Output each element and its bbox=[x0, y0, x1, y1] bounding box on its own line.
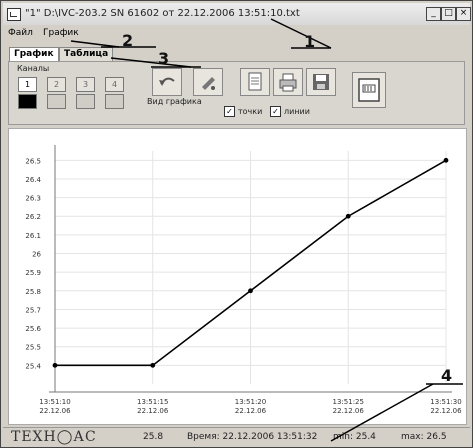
x-tick-time: 13:51:15 bbox=[137, 398, 168, 406]
data-point bbox=[443, 157, 449, 163]
brand-logo: ТЕХН◯АС bbox=[11, 429, 97, 445]
y-tick-label: 25.9 bbox=[25, 269, 41, 277]
y-tick-label: 25.7 bbox=[25, 306, 41, 314]
tab-table[interactable]: Таблица bbox=[59, 47, 114, 61]
y-tick-label: 26.2 bbox=[25, 213, 41, 221]
window-title: "1" D:\IVC-203.2 SN 61602 от 22.12.2006 … bbox=[25, 8, 300, 19]
points-checkbox[interactable]: ✓ bbox=[224, 106, 235, 117]
callout-1: 1 bbox=[304, 32, 316, 51]
max-value: max: 26.5 bbox=[401, 432, 447, 442]
y-tick-label: 25.5 bbox=[25, 344, 41, 352]
y-tick-label: 25.6 bbox=[25, 325, 41, 333]
current-value: 25.8 bbox=[143, 432, 164, 442]
x-tick-date: 22.12.06 bbox=[39, 407, 71, 415]
channel-2-color bbox=[47, 94, 66, 109]
points-label: точки bbox=[238, 107, 263, 116]
x-tick-time: 13:51:25 bbox=[333, 398, 364, 406]
lines-label: линии bbox=[284, 107, 310, 116]
y-tick-label: 26.5 bbox=[25, 157, 41, 165]
document-icon bbox=[248, 72, 262, 91]
menu-file[interactable]: Файл bbox=[8, 28, 33, 38]
channel-3-button[interactable]: 3 bbox=[76, 77, 95, 92]
x-tick-time: 13:51:10 bbox=[39, 398, 70, 406]
device-icon bbox=[358, 78, 380, 102]
y-tick-label: 26.3 bbox=[25, 195, 41, 203]
channel-2-button[interactable]: 2 bbox=[47, 77, 66, 92]
minimize-button[interactable]: _ bbox=[426, 7, 441, 21]
zoom-icon bbox=[202, 77, 215, 90]
zoom-tool-button[interactable] bbox=[193, 68, 223, 96]
menu-chart[interactable]: График bbox=[43, 28, 79, 38]
chart-area[interactable]: 26.5 26.4 26.3 26.2 26.1 26 25.9 25.8 25.7 25.6 25… bbox=[8, 128, 467, 425]
line-chart: 26.5 26.4 26.3 26.2 26.1 26 25.9 25.8 25.7 25.6 25… bbox=[25, 145, 462, 415]
title-bar[interactable]: "1" D:\IVC-203.2 SN 61602 от 22.12.2006 … bbox=[3, 3, 471, 25]
floppy-disk-icon bbox=[313, 74, 329, 90]
close-button[interactable]: × bbox=[456, 7, 471, 21]
x-tick-date: 22.12.06 bbox=[333, 407, 365, 415]
lines-checkbox[interactable]: ✓ bbox=[270, 106, 281, 117]
device-button[interactable] bbox=[352, 72, 386, 108]
printer-icon bbox=[279, 73, 297, 92]
data-point bbox=[345, 213, 351, 219]
channels-label: Каналы bbox=[17, 64, 50, 73]
data-point bbox=[150, 362, 156, 368]
x-tick-date: 22.12.06 bbox=[137, 407, 169, 415]
status-bar: ТЕХН◯АС 25.8 Время: 22.12.2006 13:51:32 … bbox=[3, 427, 470, 446]
timestamp: Время: 22.12.2006 13:51:32 bbox=[187, 432, 318, 442]
y-tick-label: 26.1 bbox=[25, 232, 41, 240]
maximize-button[interactable]: □ bbox=[441, 7, 456, 21]
copy-button[interactable] bbox=[240, 68, 270, 96]
x-tick-time: 13:51:30 bbox=[430, 398, 461, 406]
menu-bar: Файл График bbox=[3, 26, 470, 41]
y-tick-label: 25.8 bbox=[25, 288, 41, 296]
undo-icon bbox=[159, 77, 175, 86]
y-tick-label: 26.4 bbox=[25, 176, 41, 184]
callout-4: 4 bbox=[441, 366, 453, 385]
data-point bbox=[248, 288, 253, 294]
callout-3: 3 bbox=[158, 49, 170, 68]
chart-view-label: Вид графика bbox=[147, 97, 202, 106]
x-tick-time: 13:51:20 bbox=[235, 398, 266, 406]
channel-4-color bbox=[105, 94, 124, 109]
channel-3-color bbox=[76, 94, 95, 109]
min-value: min: 25.4 bbox=[333, 432, 376, 442]
toolbar-panel: Каналы 1 2 3 4 Вид графика ✓ точки ✓ лин… bbox=[8, 61, 465, 125]
x-tick-date: 22.12.06 bbox=[235, 407, 267, 415]
save-button[interactable] bbox=[306, 68, 336, 96]
undo-zoom-button[interactable] bbox=[152, 68, 182, 96]
y-tick-label: 25.4 bbox=[25, 362, 41, 370]
channel-1-color bbox=[18, 94, 37, 109]
app-icon bbox=[7, 8, 21, 21]
callout-2: 2 bbox=[122, 31, 134, 50]
tab-chart[interactable]: График bbox=[9, 47, 59, 61]
x-tick-date: 22.12.06 bbox=[430, 407, 462, 415]
print-button[interactable] bbox=[273, 68, 303, 96]
channel-4-button[interactable]: 4 bbox=[105, 77, 124, 92]
data-point bbox=[52, 362, 58, 368]
y-tick-label: 26 bbox=[32, 251, 41, 259]
channel-1-button[interactable]: 1 bbox=[18, 77, 37, 92]
